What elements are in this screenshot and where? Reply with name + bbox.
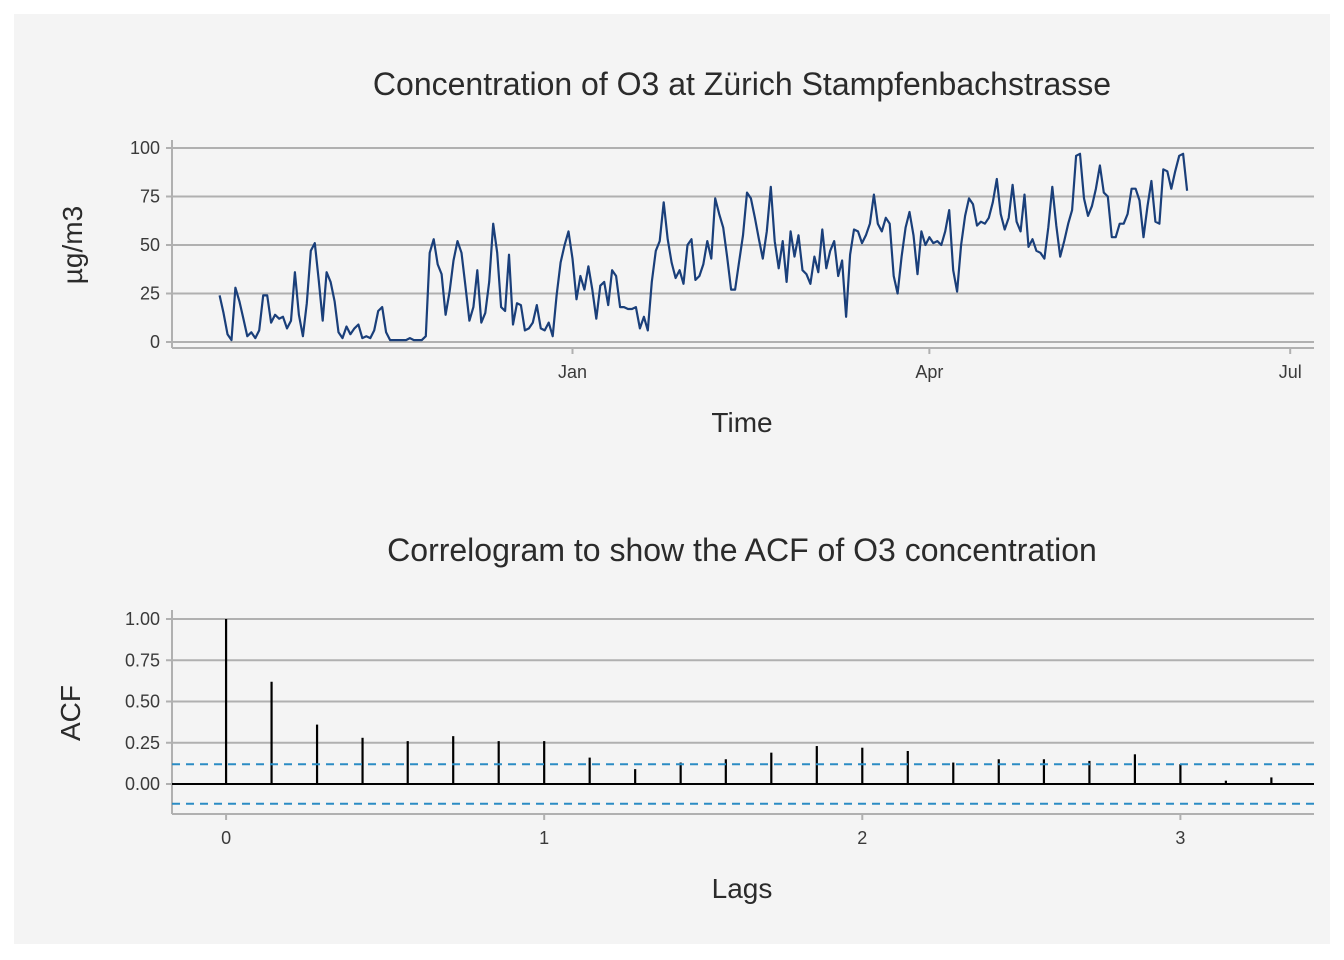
time-series-panel: Concentration of O3 at Zürich Stampfenba… <box>57 66 1314 438</box>
time-series-x-tick-label: Jan <box>558 362 587 382</box>
acf-y-tick-label: 1.00 <box>125 609 160 629</box>
acf-y-tick-label: 0.75 <box>125 650 160 670</box>
time-series-x-ticks: Jan Apr Jul <box>558 348 1302 382</box>
acf-x-tick-label: 2 <box>857 828 867 848</box>
o3-series-line <box>218 152 1189 342</box>
acf-x-tick-label: 1 <box>539 828 549 848</box>
acf-y-tick-label: 0.50 <box>125 692 160 712</box>
acf-y-tick-label: 0.25 <box>125 733 160 753</box>
acf-panel: Correlogram to show the ACF of O3 concen… <box>55 532 1314 904</box>
acf-axes <box>171 610 1314 815</box>
time-series-grid <box>172 147 1314 343</box>
plot-background <box>14 14 1330 944</box>
acf-x-ticks: 0 1 2 3 <box>221 814 1185 848</box>
time-series-y-tick-label: 25 <box>140 284 160 304</box>
time-series-y-tick-label: 75 <box>140 187 160 207</box>
time-series-y-axis-title: µg/m3 <box>57 206 88 284</box>
time-series-y-ticks: 0 25 50 75 100 <box>130 138 172 352</box>
acf-y-tick-label: 0.00 <box>125 774 160 794</box>
time-series-x-tick-label: Apr <box>915 362 943 382</box>
acf-title: Correlogram to show the ACF of O3 concen… <box>387 532 1097 568</box>
acf-x-tick-label: 0 <box>221 828 231 848</box>
acf-y-ticks: 0.00 0.25 0.50 0.75 1.00 <box>125 609 172 794</box>
time-series-x-tick-label: Jul <box>1279 362 1302 382</box>
time-series-y-tick-label: 100 <box>130 138 160 158</box>
acf-x-axis-title: Lags <box>712 873 773 904</box>
acf-x-tick-label: 3 <box>1175 828 1185 848</box>
time-series-y-tick-label: 0 <box>150 332 160 352</box>
time-series-y-tick-label: 50 <box>140 235 160 255</box>
time-series-x-axis-title: Time <box>711 407 772 438</box>
time-series-title: Concentration of O3 at Zürich Stampfenba… <box>373 66 1111 102</box>
acf-y-axis-title: ACF <box>55 685 86 741</box>
acf-bars <box>224 619 1273 784</box>
